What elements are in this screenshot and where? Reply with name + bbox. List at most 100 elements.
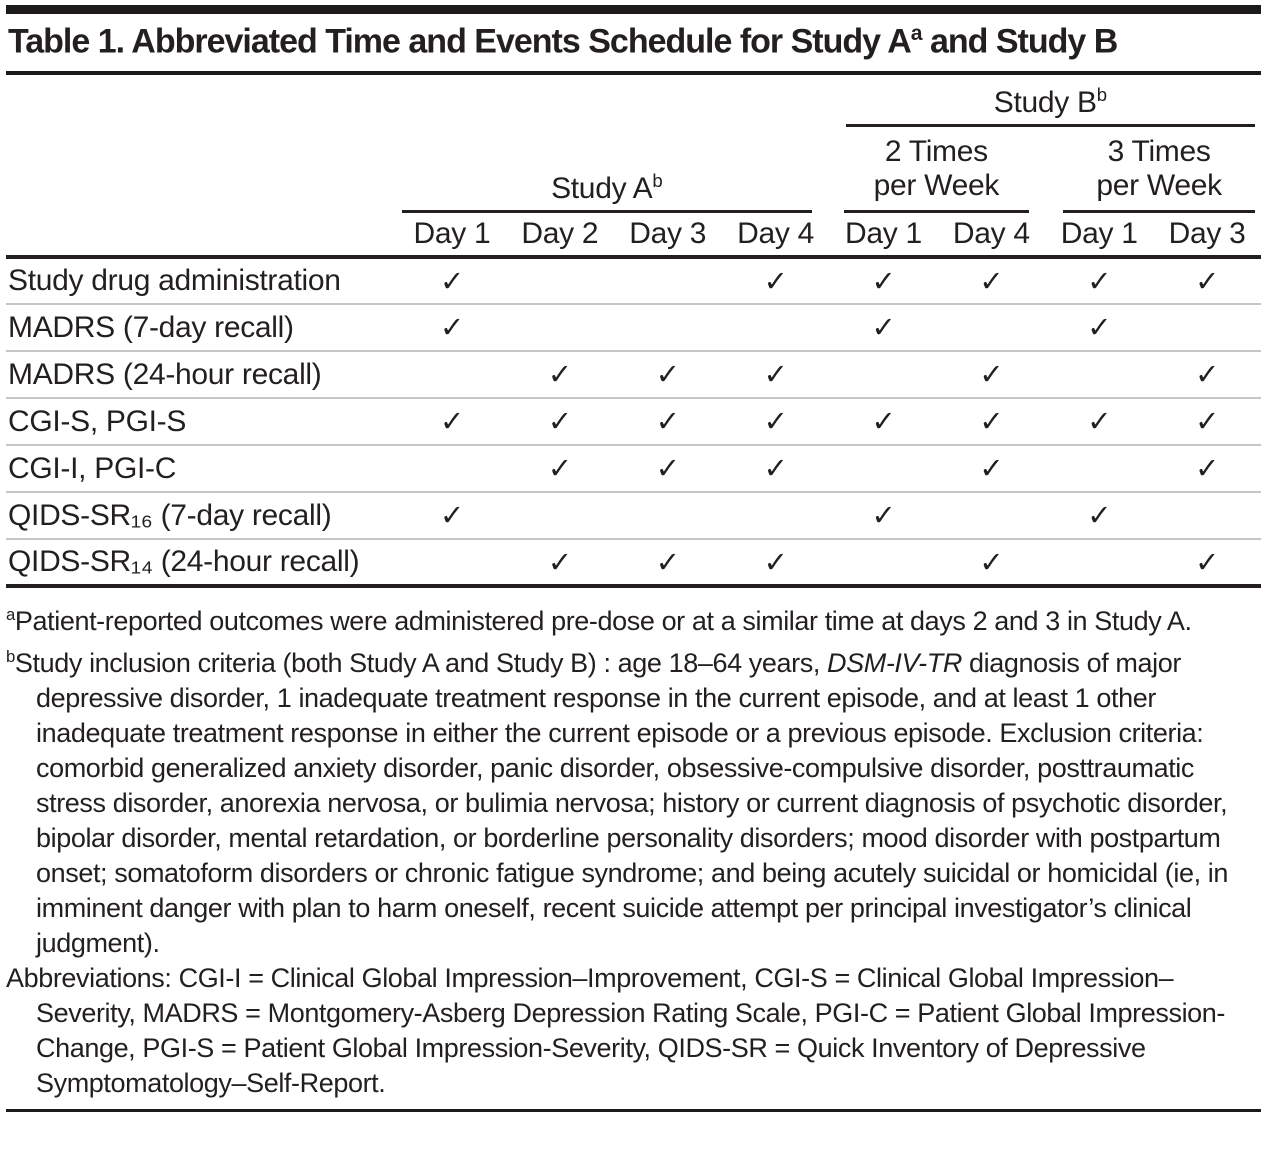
row-label: MADRS (7-day recall) bbox=[6, 303, 398, 352]
check-cell bbox=[829, 538, 938, 589]
table-row: QIDS-SR₁₄ (24-hour recall) ✓ ✓ ✓ ✓ ✓ bbox=[6, 538, 1261, 589]
day-column-header: Day 2 bbox=[505, 213, 614, 260]
check-cell bbox=[613, 303, 722, 352]
day-column-header: Day 4 bbox=[721, 213, 830, 260]
check-cell: ✓ bbox=[937, 444, 1046, 493]
check-cell: ✓ bbox=[979, 265, 1004, 298]
table-title-suffix: and Study B bbox=[921, 22, 1118, 61]
check-cell bbox=[829, 444, 938, 493]
row-label: QIDS-SR₁₆ (7-day recall) bbox=[6, 491, 398, 540]
study-b-label: Study B bbox=[993, 86, 1097, 120]
day-column-header: Day 4 bbox=[937, 213, 1046, 260]
table-row: CGI-I, PGI-C ✓ ✓ ✓ ✓ ✓ bbox=[6, 444, 1261, 493]
dsm-iv-tr-italic: DSM-IV-TR bbox=[827, 648, 962, 679]
check-cell bbox=[1153, 491, 1261, 540]
check-cell bbox=[721, 303, 830, 352]
events-schedule-table: Study Bb Study Ab 2 Times per Week 3 Time… bbox=[6, 77, 1262, 589]
check-cell bbox=[1153, 303, 1261, 352]
check-cell bbox=[398, 444, 506, 493]
footnote-a: aPatient-reported outcomes were administ… bbox=[6, 597, 1261, 639]
check-cell: ✓ bbox=[763, 265, 788, 298]
row-label: CGI-S, PGI-S bbox=[6, 397, 398, 446]
check-cell bbox=[506, 257, 614, 304]
day-column-header: Day 3 bbox=[613, 213, 722, 260]
row-label: QIDS-SR₁₄ (24-hour recall) bbox=[6, 538, 398, 589]
check-cell: ✓ bbox=[937, 538, 1046, 589]
study-a-footnote-ref: b bbox=[652, 170, 663, 192]
day-column-header: Day 1 bbox=[398, 213, 506, 260]
check-cell: ✓ bbox=[1153, 350, 1261, 399]
check-cell bbox=[398, 538, 506, 589]
check-cell: ✓ bbox=[1195, 265, 1220, 298]
footnote-marker-a-ref: a bbox=[910, 22, 923, 45]
footnote-a-marker: a bbox=[6, 605, 15, 625]
footnote-b-marker: b bbox=[6, 647, 15, 667]
table-row: Study drug administration ✓ ✓ ✓ ✓ ✓ ✓ bbox=[6, 257, 1261, 304]
study-b-footnote-ref: b bbox=[1096, 84, 1107, 106]
check-cell: ✓ bbox=[439, 265, 464, 298]
check-cell bbox=[1045, 538, 1154, 589]
study-a-group-header: Study Ab bbox=[398, 127, 830, 214]
footnotes-block: aPatient-reported outcomes were administ… bbox=[6, 597, 1261, 1101]
check-cell: ✓ bbox=[871, 265, 896, 298]
check-cell: ✓ bbox=[829, 491, 938, 540]
check-cell: ✓ bbox=[1153, 538, 1261, 589]
row-label: Study drug administration bbox=[8, 264, 341, 298]
three-times-line1: 3 Times bbox=[1107, 135, 1211, 169]
check-cell: ✓ bbox=[398, 303, 506, 352]
table-title-text: Table 1. Abbreviated Time and Events Sch… bbox=[8, 22, 912, 61]
table-row: CGI-S, PGI-S ✓ ✓ ✓ ✓ ✓ ✓ ✓ ✓ bbox=[6, 397, 1261, 446]
day-column-header: Day 3 bbox=[1153, 213, 1261, 260]
row-label: CGI-I, PGI-C bbox=[6, 444, 398, 493]
check-cell: ✓ bbox=[613, 350, 722, 399]
check-cell: ✓ bbox=[505, 397, 614, 446]
day-column-header: Day 1 bbox=[1045, 213, 1154, 260]
check-cell: ✓ bbox=[721, 397, 830, 446]
check-cell: ✓ bbox=[613, 444, 722, 493]
title-rule bbox=[6, 71, 1261, 76]
header-spacer bbox=[6, 213, 398, 260]
check-cell: ✓ bbox=[1153, 397, 1261, 446]
two-times-line1: 2 Times bbox=[884, 135, 988, 169]
check-cell: ✓ bbox=[505, 444, 614, 493]
study-a-label: Study A bbox=[551, 172, 653, 206]
check-cell: ✓ bbox=[829, 397, 938, 446]
table-row: QIDS-SR₁₆ (7-day recall) ✓ ✓ ✓ bbox=[6, 491, 1261, 540]
check-cell: ✓ bbox=[613, 397, 722, 446]
abbreviations-note: Abbreviations: CGI-I = Clinical Global I… bbox=[6, 963, 1225, 1099]
check-cell: ✓ bbox=[505, 350, 614, 399]
check-cell bbox=[614, 257, 722, 304]
check-cell bbox=[829, 350, 938, 399]
row-label: MADRS (24-hour recall) bbox=[6, 350, 398, 399]
bottom-rule bbox=[6, 1109, 1261, 1113]
check-cell bbox=[613, 491, 722, 540]
check-cell: ✓ bbox=[829, 303, 938, 352]
study-b-group-header: Study Bb bbox=[830, 77, 1262, 128]
table-title: Table 1. Abbreviated Time and Events Sch… bbox=[6, 14, 1261, 71]
check-cell: ✓ bbox=[613, 538, 722, 589]
check-cell bbox=[937, 303, 1046, 352]
check-cell: ✓ bbox=[1045, 303, 1154, 352]
check-cell: ✓ bbox=[721, 350, 830, 399]
footnote-b-text-start: Study inclusion criteria (both Study A a… bbox=[14, 648, 828, 679]
check-cell: ✓ bbox=[721, 538, 830, 589]
three-times-line2: per Week bbox=[1096, 169, 1222, 203]
check-cell bbox=[1045, 444, 1154, 493]
check-cell: ✓ bbox=[398, 491, 506, 540]
check-cell: ✓ bbox=[1045, 491, 1154, 540]
day-column-header: Day 1 bbox=[829, 213, 938, 260]
check-cell: ✓ bbox=[1087, 265, 1112, 298]
footnote-b: bStudy inclusion criteria (both Study A … bbox=[6, 639, 1261, 961]
check-cell: ✓ bbox=[398, 397, 506, 446]
top-rule bbox=[6, 5, 1261, 14]
check-cell bbox=[937, 491, 1046, 540]
check-cell bbox=[398, 350, 506, 399]
check-cell: ✓ bbox=[1045, 397, 1154, 446]
three-times-per-week-header: 3 Times per Week bbox=[1045, 127, 1261, 214]
check-cell: ✓ bbox=[721, 444, 830, 493]
check-cell: ✓ bbox=[505, 538, 614, 589]
header-spacer bbox=[6, 127, 398, 213]
table-row: MADRS (7-day recall) ✓ ✓ ✓ bbox=[6, 303, 1261, 352]
check-cell bbox=[505, 491, 614, 540]
